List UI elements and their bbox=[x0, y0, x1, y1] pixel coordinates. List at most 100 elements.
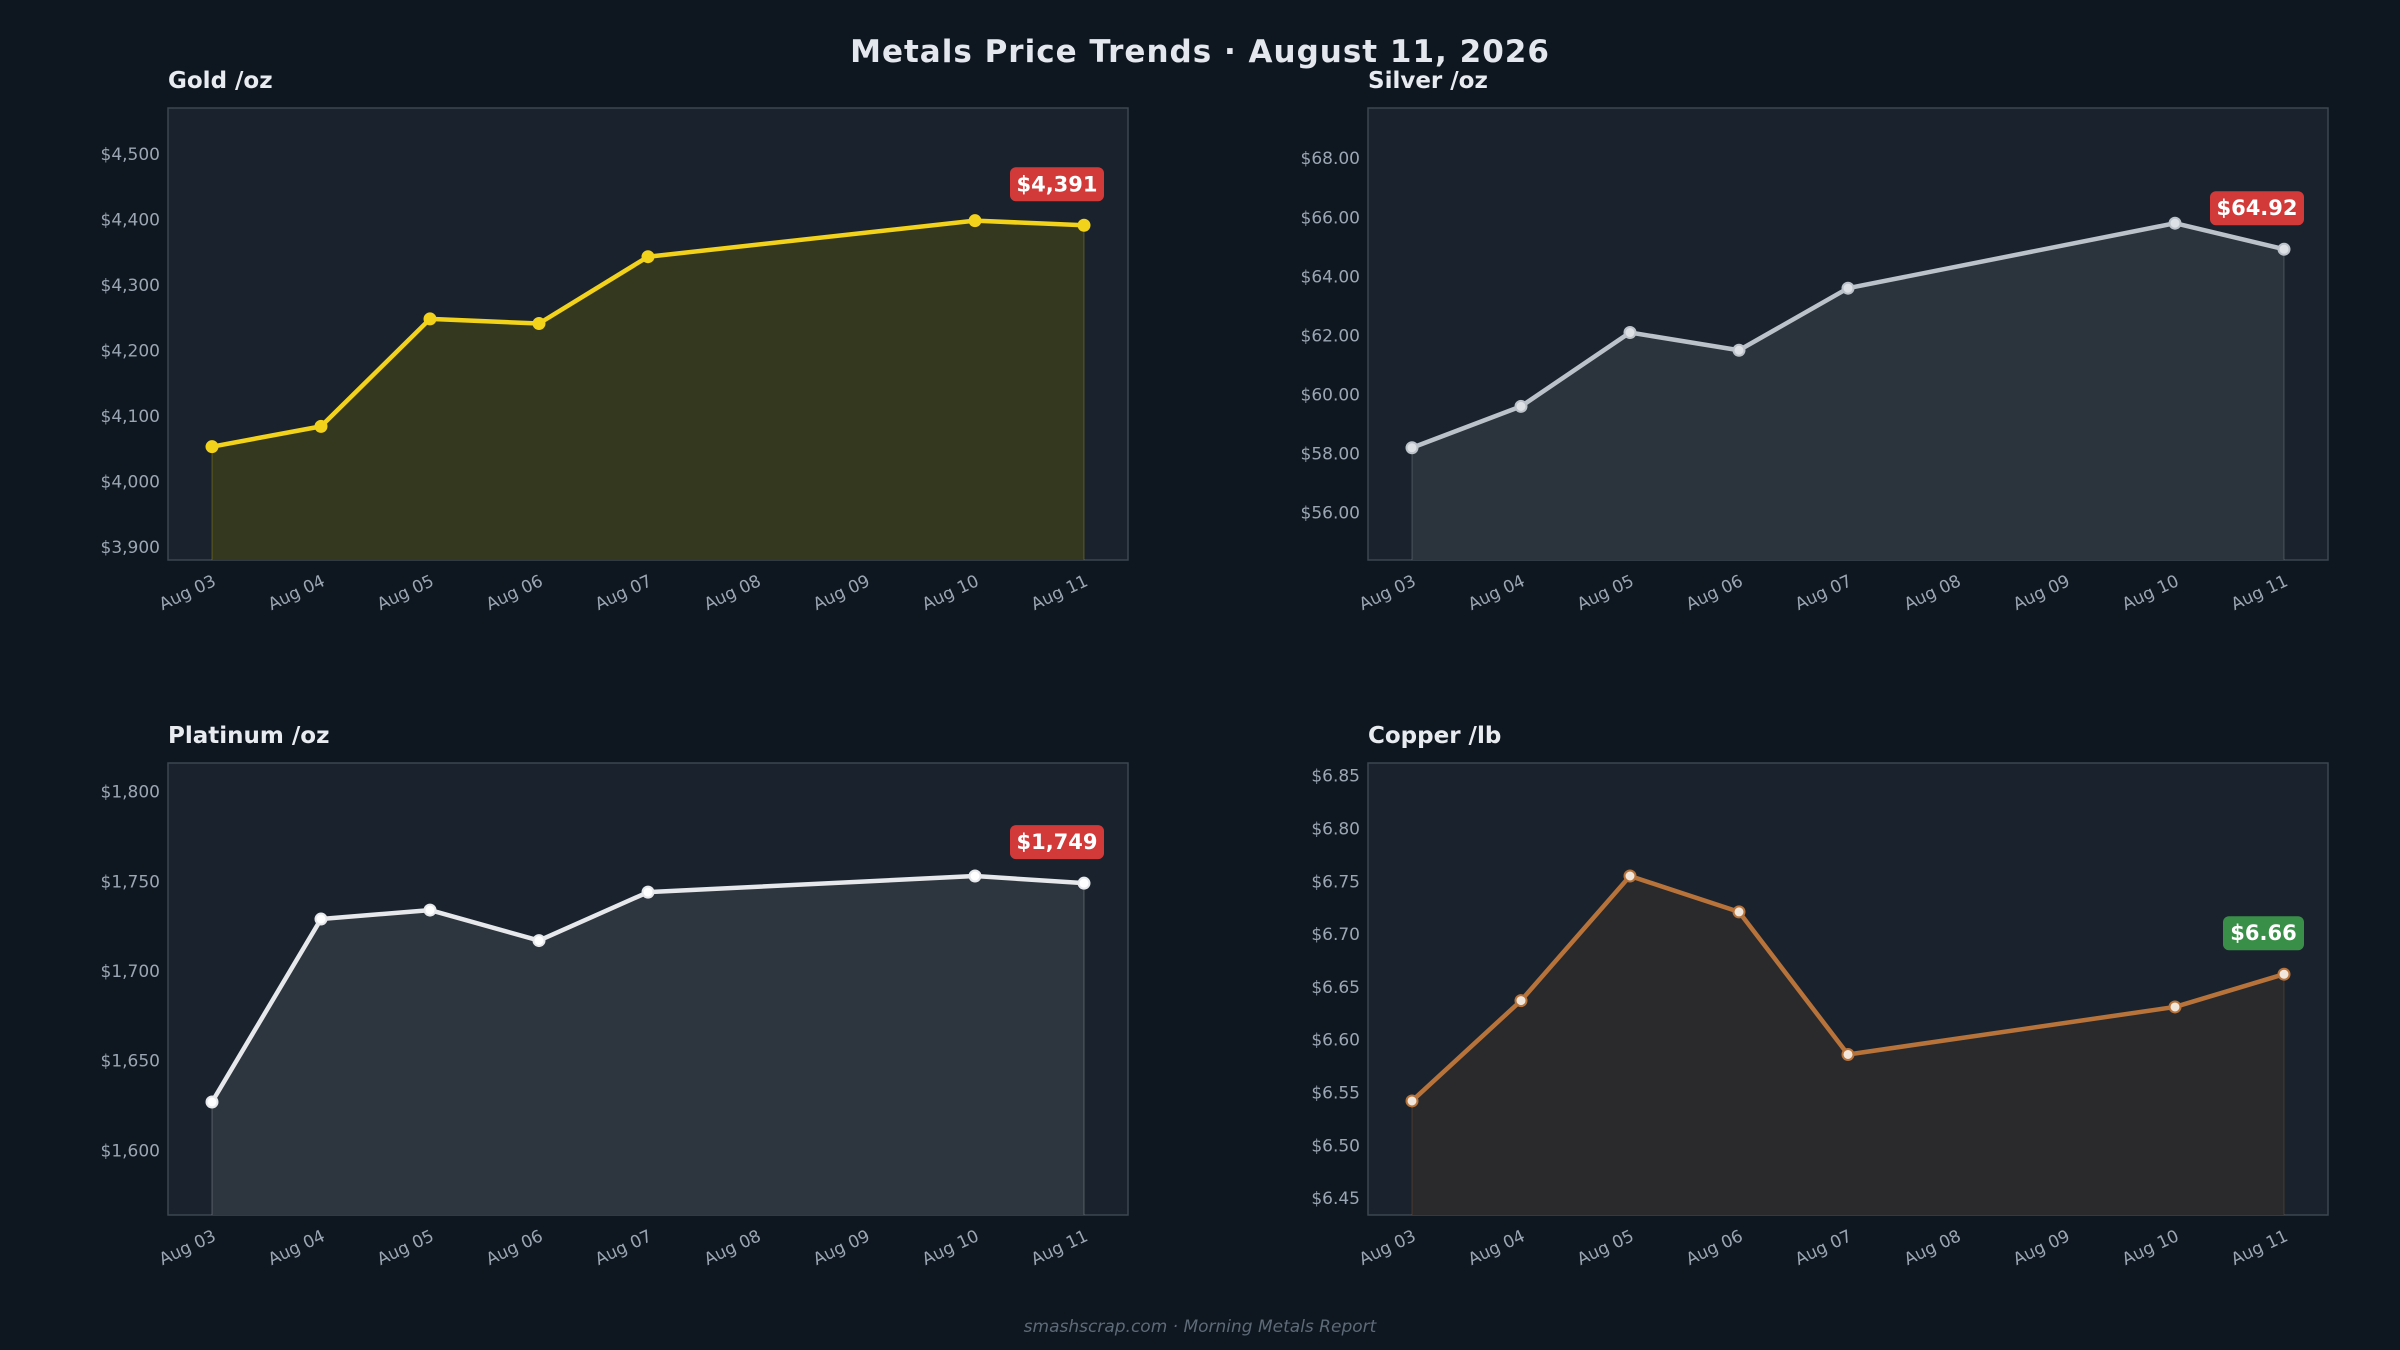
platinum-latest-price-label: $1,749 bbox=[1016, 830, 1097, 854]
gold-ytick-label: $4,500 bbox=[101, 145, 160, 165]
platinum-data-point bbox=[968, 869, 982, 883]
gold-xtick-label: Aug 09 bbox=[810, 571, 873, 615]
gold-xtick-label: Aug 11 bbox=[1028, 571, 1091, 615]
silver-ytick-label: $58.00 bbox=[1301, 445, 1360, 465]
platinum-xtick-label: Aug 10 bbox=[919, 1226, 982, 1270]
silver-data-point bbox=[2277, 242, 2291, 256]
copper-ytick-label: $6.45 bbox=[1311, 1189, 1360, 1209]
gold-title: Gold /oz bbox=[168, 68, 273, 94]
gold-xtick-label: Aug 05 bbox=[374, 571, 437, 615]
silver-data-point bbox=[1623, 326, 1637, 340]
copper-ytick-label: $6.85 bbox=[1311, 767, 1360, 787]
platinum-data-point bbox=[205, 1095, 219, 1109]
platinum-data-point bbox=[423, 903, 437, 917]
silver-ytick-label: $56.00 bbox=[1301, 504, 1360, 524]
silver-xtick-label: Aug 07 bbox=[1792, 571, 1855, 615]
gold-ytick-label: $4,100 bbox=[101, 407, 160, 427]
copper-chart: Copper /lb $6.45 $6.50 $6.55 $6.60 $6.65 $6.70… bbox=[1311, 723, 2329, 1270]
platinum-ytick-label: $1,600 bbox=[101, 1141, 160, 1161]
gold-data-point bbox=[205, 440, 219, 454]
silver-ytick-label: $64.00 bbox=[1301, 267, 1360, 287]
gold-data-point bbox=[423, 312, 437, 326]
silver-xtick-label: Aug 06 bbox=[1683, 571, 1746, 615]
copper-xtick-label: Aug 06 bbox=[1683, 1226, 1746, 1270]
platinum-data-point bbox=[532, 934, 546, 948]
platinum-title: Platinum /oz bbox=[168, 723, 329, 749]
silver-chart: Silver /oz $56.00 $58.00 $60.00 $62.00 $64.00… bbox=[1301, 68, 2329, 615]
gold-data-point bbox=[314, 419, 328, 433]
gold-ytick-label: $4,400 bbox=[101, 210, 160, 230]
gold-xtick-label: Aug 03 bbox=[156, 571, 219, 615]
gold-xtick-label: Aug 07 bbox=[592, 571, 655, 615]
gold-data-point bbox=[641, 250, 655, 264]
silver-data-point bbox=[1841, 281, 1855, 295]
gold-data-point bbox=[532, 317, 546, 331]
silver-area bbox=[1412, 223, 2284, 560]
gold-xtick-label: Aug 04 bbox=[265, 571, 328, 615]
silver-title: Silver /oz bbox=[1368, 68, 1488, 94]
copper-area bbox=[1412, 876, 2284, 1215]
silver-ytick-label: $62.00 bbox=[1301, 326, 1360, 346]
platinum-xtick-label: Aug 04 bbox=[265, 1226, 328, 1270]
copper-title: Copper /lb bbox=[1368, 723, 1501, 749]
platinum-xtick-label: Aug 03 bbox=[156, 1226, 219, 1270]
silver-xtick-label: Aug 05 bbox=[1574, 571, 1637, 615]
copper-xtick-label: Aug 09 bbox=[2010, 1226, 2073, 1270]
gold-data-point bbox=[968, 214, 982, 228]
silver-xtick-label: Aug 11 bbox=[2228, 571, 2291, 615]
silver-data-point bbox=[2168, 216, 2182, 230]
gold-ytick-label: $4,000 bbox=[101, 472, 160, 492]
silver-xtick-label: Aug 08 bbox=[1901, 571, 1964, 615]
platinum-data-point bbox=[1077, 876, 1091, 890]
copper-ytick-label: $6.50 bbox=[1311, 1136, 1360, 1156]
copper-xtick-label: Aug 05 bbox=[1574, 1226, 1637, 1270]
copper-ytick-label: $6.70 bbox=[1311, 925, 1360, 945]
silver-ytick-label: $68.00 bbox=[1301, 149, 1360, 169]
gold-xtick-label: Aug 06 bbox=[483, 571, 546, 615]
report-title: Metals Price Trends · August 11, 2026 bbox=[850, 34, 1550, 70]
copper-xtick-label: Aug 11 bbox=[2228, 1226, 2291, 1270]
platinum-data-point bbox=[641, 885, 655, 899]
gold-chart: Gold /oz $3,900 $4,000 $4,100 $4,200 $4,300 $4… bbox=[101, 68, 1129, 615]
silver-xtick-label: Aug 10 bbox=[2119, 571, 2182, 615]
platinum-data-point bbox=[314, 912, 328, 926]
platinum-xtick-label: Aug 11 bbox=[1028, 1226, 1091, 1270]
platinum-ytick-label: $1,750 bbox=[101, 872, 160, 892]
gold-latest-price-label: $4,391 bbox=[1016, 172, 1097, 196]
copper-latest-price-label: $6.66 bbox=[2230, 921, 2296, 945]
silver-data-point bbox=[1732, 343, 1746, 357]
platinum-chart: Platinum /oz $1,600 $1,650 $1,700 $1,750 $1,8… bbox=[101, 723, 1129, 1270]
platinum-ytick-label: $1,800 bbox=[101, 783, 160, 803]
copper-data-point bbox=[2168, 1000, 2182, 1014]
platinum-area bbox=[212, 876, 1084, 1215]
silver-data-point bbox=[1514, 399, 1528, 413]
gold-ytick-label: $4,300 bbox=[101, 276, 160, 296]
copper-ytick-label: $6.60 bbox=[1311, 1031, 1360, 1051]
copper-data-point bbox=[2277, 967, 2291, 981]
copper-xtick-label: Aug 04 bbox=[1465, 1226, 1528, 1270]
copper-data-point bbox=[1841, 1047, 1855, 1061]
silver-ytick-label: $66.00 bbox=[1301, 208, 1360, 228]
platinum-ytick-label: $1,700 bbox=[101, 962, 160, 982]
copper-data-point bbox=[1623, 869, 1637, 883]
gold-xtick-label: Aug 08 bbox=[701, 571, 764, 615]
copper-xtick-label: Aug 10 bbox=[2119, 1226, 2182, 1270]
copper-data-point bbox=[1732, 905, 1746, 919]
gold-ytick-label: $3,900 bbox=[101, 538, 160, 558]
gold-latest-price-badge bbox=[1010, 167, 1104, 202]
copper-ytick-label: $6.75 bbox=[1311, 872, 1360, 892]
gold-ytick-label: $4,200 bbox=[101, 341, 160, 361]
copper-data-point bbox=[1405, 1094, 1419, 1108]
silver-latest-price-label: $64.92 bbox=[2216, 196, 2297, 220]
gold-data-point bbox=[1077, 218, 1091, 232]
copper-ytick-label: $6.55 bbox=[1311, 1083, 1360, 1103]
copper-ytick-label: $6.65 bbox=[1311, 978, 1360, 998]
copper-latest-price-badge bbox=[2223, 916, 2304, 951]
copper-ytick-label: $6.80 bbox=[1311, 819, 1360, 839]
silver-ytick-label: $60.00 bbox=[1301, 386, 1360, 406]
gold-xtick-label: Aug 10 bbox=[919, 571, 982, 615]
copper-xtick-label: Aug 03 bbox=[1356, 1226, 1419, 1270]
silver-xtick-label: Aug 04 bbox=[1465, 571, 1528, 615]
platinum-xtick-label: Aug 05 bbox=[374, 1226, 437, 1270]
